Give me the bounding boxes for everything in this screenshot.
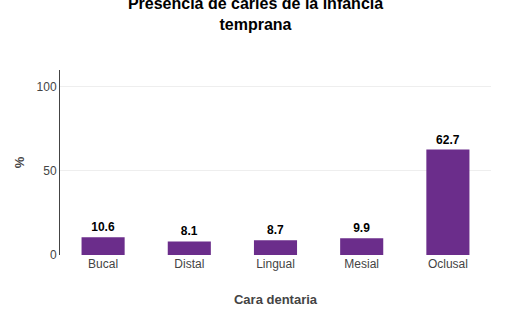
svg-text:Distal: Distal bbox=[174, 257, 204, 271]
svg-text:62.7: 62.7 bbox=[436, 133, 460, 147]
svg-text:Cara dentaria: Cara dentaria bbox=[234, 292, 318, 307]
svg-text:0: 0 bbox=[50, 248, 57, 262]
svg-text:50: 50 bbox=[43, 164, 57, 178]
svg-text:%: % bbox=[12, 156, 27, 168]
svg-text:8.1: 8.1 bbox=[181, 224, 198, 238]
svg-text:100: 100 bbox=[37, 80, 57, 94]
svg-text:9.9: 9.9 bbox=[353, 221, 370, 235]
svg-text:Bucal: Bucal bbox=[88, 257, 118, 271]
svg-text:Presencia de caries de la infa: Presencia de caries de la infanciatempra… bbox=[128, 0, 383, 33]
svg-text:Lingual: Lingual bbox=[256, 257, 295, 271]
svg-text:Oclusal: Oclusal bbox=[428, 257, 468, 271]
svg-text:8.7: 8.7 bbox=[267, 223, 284, 237]
svg-text:Mesial: Mesial bbox=[344, 257, 379, 271]
svg-text:10.6: 10.6 bbox=[91, 220, 115, 234]
